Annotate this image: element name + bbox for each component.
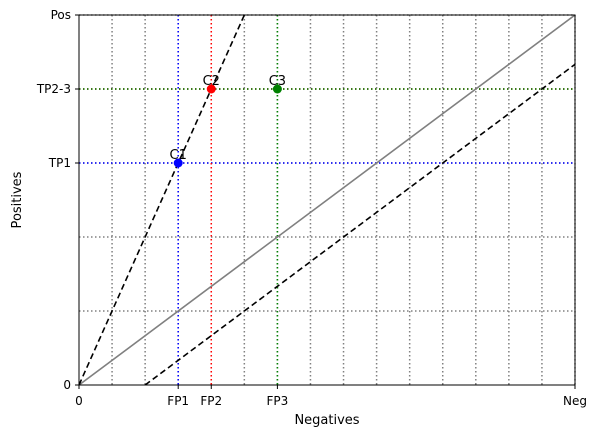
guide-layer: [79, 15, 575, 385]
y-axis-label: Positives: [10, 171, 25, 228]
point-layer: C1 C2 C3: [170, 74, 286, 168]
x-tick-label: 0: [75, 394, 83, 408]
y-axis-ticks: 0 TP1 TP2-3 Pos: [36, 8, 79, 392]
point-c3: [272, 84, 282, 94]
diagonal-line: [79, 15, 575, 385]
point-label: C3: [269, 74, 286, 89]
x-tick-label: FP1: [167, 394, 189, 408]
point-label: C2: [203, 74, 220, 89]
y-tick-label: 0: [63, 378, 71, 392]
y-tick-label: Pos: [51, 8, 71, 22]
line-layer: [79, 15, 575, 385]
dashed-line-1: [79, 15, 246, 385]
x-tick-label: Neg: [563, 394, 587, 408]
x-axis-ticks: 0 FP1 FP2 FP3 Neg: [75, 385, 587, 408]
x-axis-label: Negatives: [294, 413, 359, 428]
point-c1: [173, 158, 183, 168]
point-label: C1: [170, 148, 187, 163]
y-tick-label: TP1: [48, 156, 71, 170]
x-tick-label: FP2: [200, 394, 222, 408]
dashed-line-2: [144, 63, 575, 385]
x-tick-label: FP3: [267, 394, 289, 408]
plot-frame: [78, 14, 576, 386]
point-c2: [206, 84, 216, 94]
y-tick-label: TP2-3: [36, 82, 71, 96]
